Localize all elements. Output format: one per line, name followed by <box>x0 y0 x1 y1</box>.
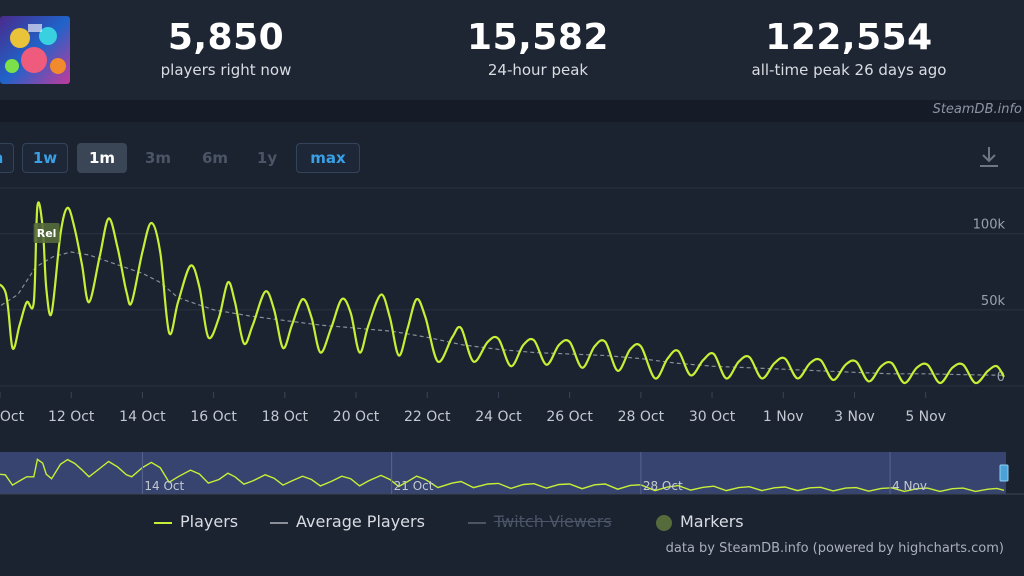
legend-item-twitch[interactable]: Twitch Viewers <box>468 512 612 531</box>
all-time-peak-value: 122,554 <box>765 17 933 58</box>
navigator-label: 4 Nov <box>892 479 927 493</box>
legend-line-twitch <box>468 521 486 524</box>
x-tick-label: 12 Oct <box>48 409 95 425</box>
legend-line-average <box>270 521 288 524</box>
x-tick-label: 22 Oct <box>404 409 451 425</box>
x-tick-label: 18 Oct <box>262 409 309 425</box>
game-thumbnail[interactable] <box>0 16 70 84</box>
x-tick-label: Oct <box>0 409 25 425</box>
peak-24h-label: 24-hour peak <box>487 61 589 79</box>
range-button-h[interactable]: h <box>0 143 14 173</box>
y-tick-label: 0 <box>997 370 1005 385</box>
stat-24h-peak: 15,582 24-hour peak <box>458 18 618 80</box>
series-line-players <box>0 201 1005 385</box>
x-tick-label: 30 Oct <box>689 409 736 425</box>
x-tick-label: 3 Nov <box>834 409 875 425</box>
range-button-3m[interactable]: 3m <box>144 149 172 167</box>
range-button-6m[interactable]: 6m <box>201 149 229 167</box>
steamdb-brand[interactable]: SteamDB.info <box>932 102 1022 117</box>
x-tick-label: 16 Oct <box>190 409 237 425</box>
stats-bar: 5,850 players right now 15,582 24-hour p… <box>0 0 1024 100</box>
navigator-label: 14 Oct <box>144 479 184 493</box>
y-tick-label: 50k <box>981 294 1006 309</box>
legend-item-players[interactable]: Players <box>154 512 238 531</box>
divider-band <box>0 100 1024 122</box>
legend-label-twitch: Twitch Viewers <box>494 512 612 531</box>
all-time-peak-label: all-time peak 26 days ago <box>751 61 947 79</box>
range-button-1w[interactable]: 1w <box>22 143 68 173</box>
range-button-max[interactable]: max <box>296 143 360 173</box>
range-button-1y[interactable]: 1y <box>256 149 278 167</box>
x-tick-label: 24 Oct <box>475 409 522 425</box>
range-button-1m[interactable]: 1m <box>77 143 127 173</box>
navigator-selection <box>0 452 1006 494</box>
legend-dot-markers <box>656 514 672 531</box>
legend-item-markers[interactable]: Markers <box>656 512 744 531</box>
navigator-label: 28 Oct <box>643 479 683 493</box>
y-tick-label: 100k <box>973 218 1006 233</box>
series-line-average-players <box>0 251 1005 376</box>
current-players-value: 5,850 <box>167 17 285 58</box>
stat-current-players: 5,850 players right now <box>146 18 306 80</box>
legend-label-players: Players <box>180 512 239 531</box>
legend-label-markers: Markers <box>680 512 744 531</box>
navigator-label: 21 Oct <box>394 479 434 493</box>
x-tick-label: 26 Oct <box>546 409 593 425</box>
x-tick-label: 14 Oct <box>119 409 166 425</box>
legend-line-players <box>154 521 172 524</box>
x-tick-label: 1 Nov <box>763 409 804 425</box>
navigator-handle <box>999 464 1009 482</box>
peak-24h-value: 15,582 <box>467 17 609 58</box>
chart-credit[interactable]: data by SteamDB.info (powered by highcha… <box>665 541 1004 556</box>
chart-panel <box>0 122 1024 576</box>
legend-label-average: Average Players <box>296 512 425 531</box>
download-icon[interactable] <box>976 144 1002 170</box>
x-tick-label: 5 Nov <box>905 409 946 425</box>
release-marker-label: Rel <box>37 227 57 240</box>
x-tick-label: 28 Oct <box>618 409 665 425</box>
x-tick-label: 20 Oct <box>333 409 380 425</box>
stat-all-time-peak: 122,554 all-time peak 26 days ago <box>734 18 964 80</box>
current-players-label: players right now <box>160 61 292 79</box>
navigator-series-players <box>0 458 1005 493</box>
release-marker <box>33 223 60 243</box>
legend-item-average[interactable]: Average Players <box>270 512 425 531</box>
